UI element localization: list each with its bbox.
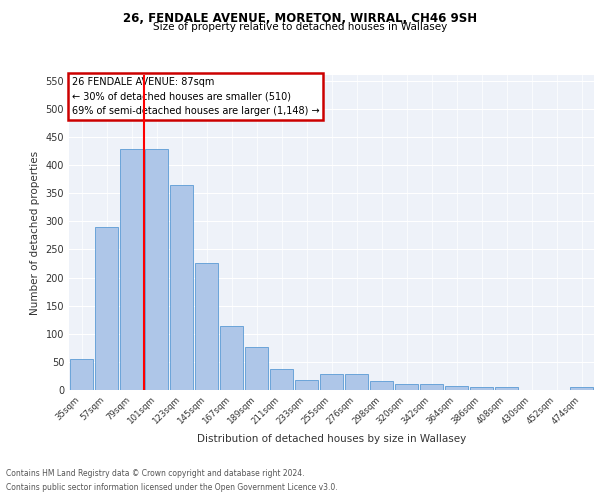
Text: Size of property relative to detached houses in Wallasey: Size of property relative to detached ho… [153,22,447,32]
Bar [270,368,293,390]
Bar [170,184,193,390]
Bar [95,227,118,390]
Bar [220,326,243,390]
X-axis label: Distribution of detached houses by size in Wallasey: Distribution of detached houses by size … [197,434,466,444]
Bar [495,387,518,390]
Y-axis label: Number of detached properties: Number of detached properties [30,150,40,314]
Text: 26, FENDALE AVENUE, MORETON, WIRRAL, CH46 9SH: 26, FENDALE AVENUE, MORETON, WIRRAL, CH4… [123,12,477,26]
Bar [320,374,343,390]
Bar [245,347,268,390]
Bar [145,149,168,390]
Bar [70,359,93,390]
Bar [295,380,318,390]
Text: 26 FENDALE AVENUE: 87sqm
← 30% of detached houses are smaller (510)
69% of semi-: 26 FENDALE AVENUE: 87sqm ← 30% of detach… [71,76,319,116]
Bar [120,149,143,390]
Bar [445,386,468,390]
Bar [570,387,593,390]
Bar [345,374,368,390]
Bar [395,384,418,390]
Bar [370,381,393,390]
Bar [470,387,493,390]
Bar [195,264,218,390]
Bar [420,384,443,390]
Text: Contains public sector information licensed under the Open Government Licence v3: Contains public sector information licen… [6,484,338,492]
Text: Contains HM Land Registry data © Crown copyright and database right 2024.: Contains HM Land Registry data © Crown c… [6,468,305,477]
